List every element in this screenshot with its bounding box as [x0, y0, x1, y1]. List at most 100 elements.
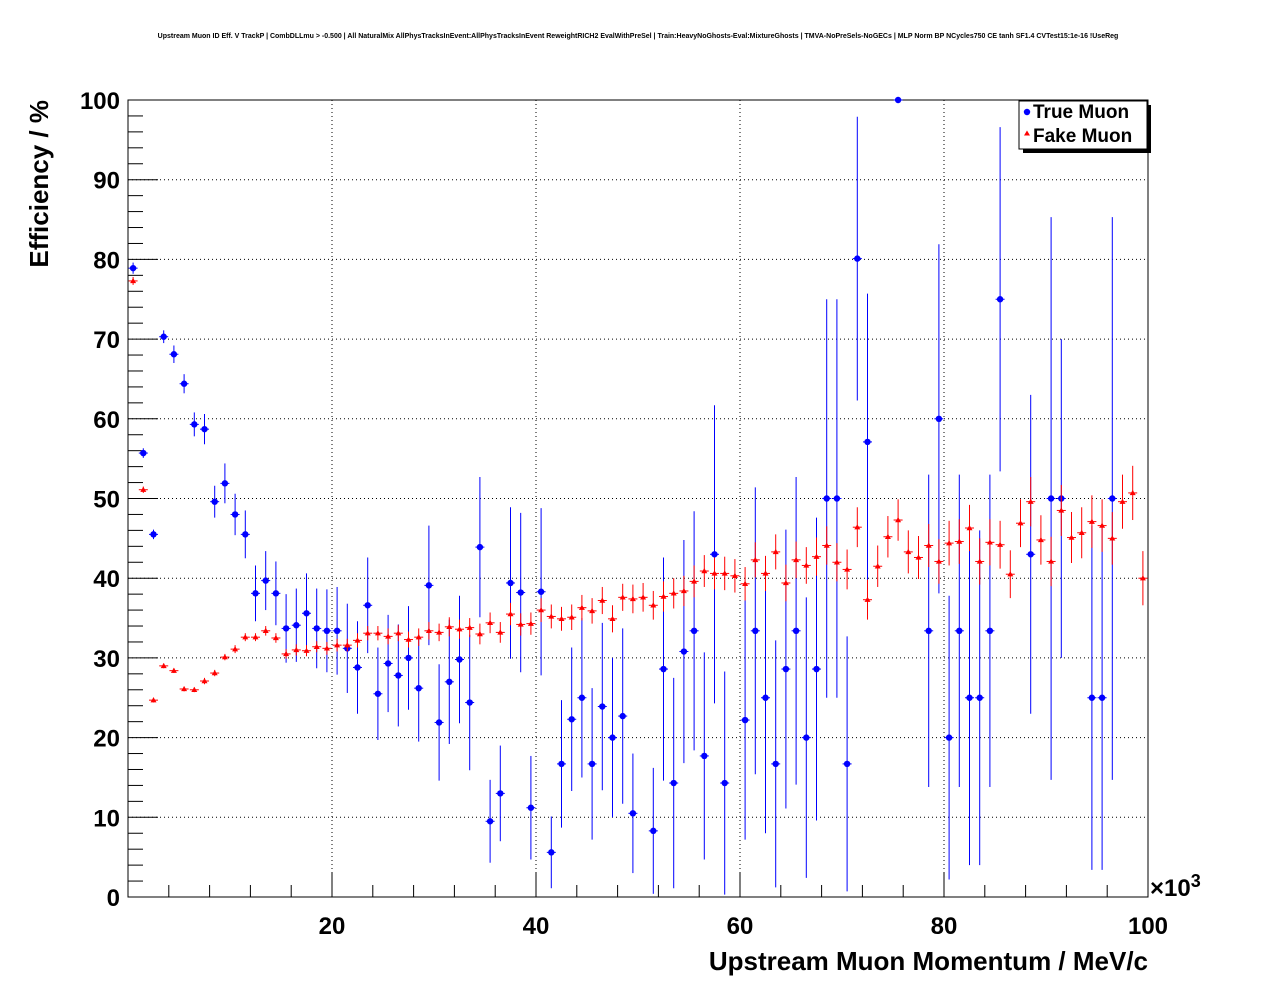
data-point [803, 562, 810, 568]
data-point [150, 531, 157, 538]
data-point [752, 556, 759, 563]
data-point [313, 643, 320, 649]
data-point [211, 670, 218, 676]
data-point [129, 264, 137, 272]
data-point [956, 538, 963, 544]
data-point [844, 566, 851, 572]
data-point [232, 646, 239, 652]
data-point [701, 752, 708, 760]
data-point [843, 760, 851, 768]
data-point [946, 540, 953, 546]
legend-true-muon-label: True Muon [1033, 102, 1129, 123]
y-tick-label: 60 [93, 407, 120, 434]
data-point [323, 645, 330, 651]
y-tick-label: 70 [93, 327, 120, 354]
data-point [793, 556, 800, 563]
data-point [1109, 535, 1116, 541]
axes: 20 40 60 80 100 0 10 20 30 40 50 60 70 80 90 100 [80, 88, 1168, 940]
grid-lines [128, 100, 1148, 897]
y-tick-label: 10 [93, 805, 120, 832]
data-point [364, 630, 371, 636]
data-point [150, 697, 157, 703]
data-point [130, 277, 137, 284]
data-point [160, 662, 167, 669]
data-point [813, 665, 820, 673]
data-point [456, 626, 463, 632]
data-point [466, 624, 473, 630]
legend: True Muon Fake Muon [1018, 100, 1151, 153]
x-tick-label: 60 [727, 913, 754, 940]
data-point [935, 415, 943, 422]
data-point [497, 790, 504, 797]
x-tick-label: 80 [931, 913, 958, 940]
data-point [956, 627, 963, 635]
data-point [466, 699, 473, 706]
data-point [997, 541, 1004, 547]
data-point [660, 665, 667, 673]
data-point [476, 543, 484, 551]
data-point [395, 672, 402, 679]
data-point [640, 594, 647, 600]
data-point [282, 625, 290, 632]
data-point [1027, 551, 1034, 558]
data-point [1119, 498, 1126, 504]
y-tick-label: 90 [93, 168, 120, 195]
data-point [833, 495, 841, 502]
data-point [813, 553, 820, 559]
data-point [1078, 529, 1085, 535]
data-point [1109, 495, 1116, 502]
legend-true-muon-marker [1023, 108, 1031, 116]
data-point [293, 646, 300, 653]
data-point [721, 570, 728, 576]
data-point [160, 333, 167, 340]
data-point [986, 627, 994, 635]
data-point [670, 779, 677, 787]
data-point [262, 627, 269, 634]
data-point [487, 619, 494, 626]
data-point [507, 611, 514, 617]
data-point [201, 425, 208, 433]
data-point [945, 734, 953, 741]
data-point [711, 551, 718, 558]
data-point [884, 533, 891, 539]
data-point [517, 589, 524, 596]
x-tick-label: 20 [319, 913, 346, 940]
data-point [272, 590, 280, 597]
data-point [425, 627, 432, 634]
data-point [731, 572, 738, 579]
data-point [252, 590, 259, 597]
data-point [303, 647, 310, 653]
data-point [1088, 518, 1095, 524]
data-point [976, 558, 983, 564]
data-point [415, 684, 422, 692]
data-point [385, 633, 392, 639]
data-point [741, 716, 749, 724]
data-point [435, 719, 443, 726]
data-point [1098, 694, 1106, 701]
legend-fake-muon-label: Fake Muon [1033, 126, 1132, 147]
data-point [578, 694, 586, 701]
data-point [609, 615, 616, 622]
data-point [894, 96, 902, 104]
data-point [660, 593, 667, 599]
data-point [486, 818, 494, 825]
data-point [996, 296, 1004, 303]
data-point [986, 539, 993, 545]
data-point [721, 779, 728, 787]
data-point [650, 602, 657, 608]
data-point [925, 627, 932, 635]
data-point [1058, 507, 1065, 513]
data-point [527, 620, 534, 626]
data-point [670, 590, 677, 596]
data-point [1088, 694, 1096, 701]
data-point [782, 665, 790, 673]
data-point [313, 625, 320, 632]
data-point [211, 498, 218, 505]
data-point [792, 627, 800, 635]
data-point [191, 421, 198, 428]
data-point [364, 602, 371, 609]
y-tick-label: 40 [93, 566, 120, 593]
data-point [925, 542, 932, 548]
y-tick-label: 80 [93, 247, 120, 274]
data-point [864, 596, 871, 602]
